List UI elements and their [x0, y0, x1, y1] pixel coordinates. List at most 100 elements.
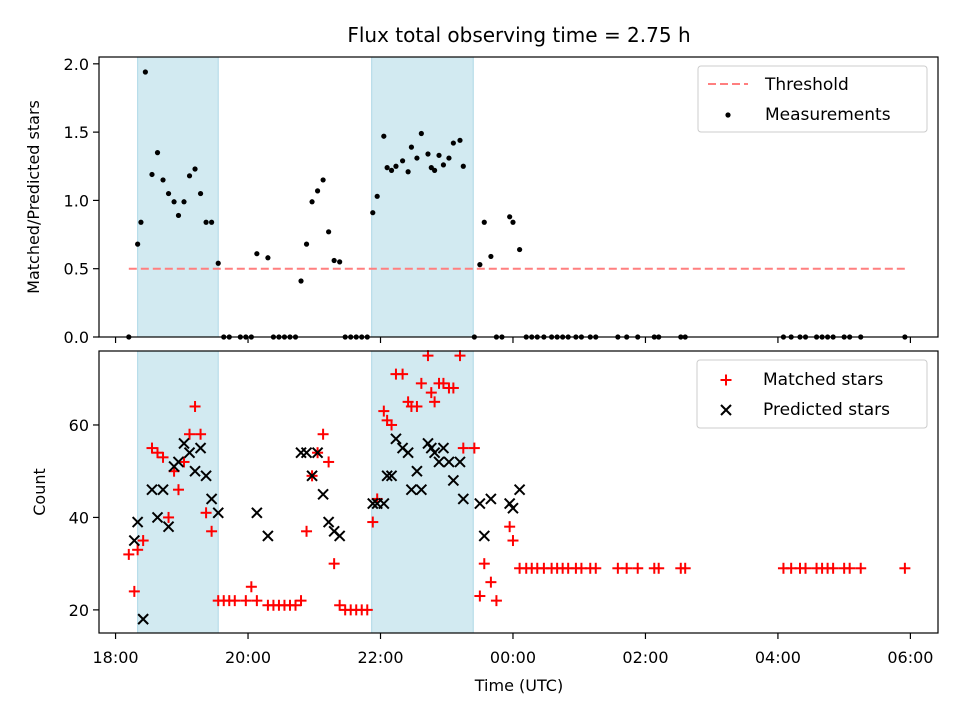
- top-y-tick-label: 0.5: [64, 260, 89, 279]
- measurement-point: [418, 130, 424, 137]
- matched-star-point: [317, 428, 329, 440]
- matched-star-point: [200, 507, 212, 519]
- matched-star-point: [415, 377, 427, 389]
- measurement-point: [510, 219, 516, 225]
- top-shaded-interval: [137, 56, 219, 338]
- measurement-point: [171, 199, 177, 205]
- predicted-star-point: [128, 534, 141, 547]
- top-y-tick-label: 2.0: [64, 55, 89, 74]
- predicted-star-point: [200, 470, 212, 482]
- predicted-star-point: [251, 507, 263, 519]
- measurement-point: [175, 212, 182, 219]
- matched-star-point: [178, 456, 190, 468]
- measurement-point: [488, 253, 494, 260]
- top-y-tick-label: 1.0: [64, 191, 89, 210]
- matched-star-point: [507, 535, 519, 547]
- matched-star-point: [137, 535, 149, 547]
- predicted-star-point: [172, 456, 185, 468]
- measurement-point: [414, 155, 420, 161]
- matched-star-point: [361, 604, 373, 616]
- measurement-point: [314, 188, 321, 194]
- top-y-tick-label: 1.5: [64, 123, 89, 142]
- measurement-point: [181, 199, 187, 205]
- matched-star-point: [157, 451, 169, 463]
- legend-matched-label: Matched stars: [763, 370, 883, 390]
- predicted-star-point: [367, 497, 379, 510]
- bottom-y-tick-label: 40: [69, 508, 89, 527]
- matched-star-point: [457, 442, 469, 454]
- predicted-star-point: [513, 483, 526, 496]
- x-tick-label: 04:00: [755, 648, 801, 667]
- matched-star-point: [301, 525, 313, 537]
- matched-star-point: [855, 562, 867, 574]
- matched-star-point: [827, 562, 839, 574]
- predicted-star-point: [212, 507, 224, 519]
- measurement-point: [432, 167, 438, 173]
- measurement-point: [160, 177, 166, 183]
- measurement-point: [331, 257, 337, 264]
- measurement-point: [320, 177, 326, 183]
- x-tick-label: 22:00: [357, 648, 403, 667]
- legend-threshold-label: Threshold: [764, 75, 849, 95]
- measurement-point: [399, 158, 406, 164]
- measurement-point: [142, 69, 148, 75]
- predicted-star-point: [333, 530, 346, 542]
- measurement-point: [408, 144, 415, 150]
- matched-star-point: [323, 456, 335, 468]
- measurement-point: [405, 169, 411, 175]
- matched-star-point: [328, 558, 340, 570]
- predicted-star-point: [262, 530, 274, 542]
- measurement-point: [481, 219, 487, 225]
- matched-star-point: [378, 405, 390, 417]
- measurement-point: [298, 278, 304, 284]
- predicted-star-point: [311, 446, 324, 459]
- matched-star-point: [422, 350, 434, 362]
- matched-star-point: [152, 447, 164, 459]
- predicted-star-point: [381, 470, 393, 482]
- measurement-point: [507, 214, 513, 220]
- x-tick-label: 00:00: [490, 648, 536, 667]
- measurement-point: [370, 210, 376, 216]
- predicted-star-point: [157, 483, 169, 496]
- matched-star-point: [679, 562, 691, 574]
- legend-predicted-marker: [720, 404, 732, 416]
- measurement-point: [165, 190, 172, 197]
- x-axis-label: Time (UTC): [474, 676, 563, 695]
- matched-star-point: [468, 442, 480, 454]
- predicted-star-point: [433, 456, 445, 468]
- matched-star-point: [290, 599, 302, 611]
- matched-star-point: [132, 544, 144, 556]
- top-y-axis-label: Matched/Predicted stars: [24, 100, 43, 294]
- measurement-point: [303, 241, 310, 247]
- measurement-point: [446, 155, 452, 161]
- predicted-star-point: [151, 511, 164, 524]
- measurement-point: [450, 140, 456, 146]
- predicted-star-point: [402, 446, 414, 459]
- predicted-star-point: [322, 516, 335, 528]
- measurement-point: [440, 162, 447, 168]
- predicted-star-point: [131, 516, 144, 528]
- top-legend: Threshold Measurements: [697, 65, 928, 133]
- x-tick-label: 02:00: [622, 648, 668, 667]
- predicted-star-point: [183, 446, 196, 459]
- matched-star-point: [800, 562, 812, 574]
- predicted-star-point: [137, 613, 149, 625]
- predicted-star-point: [507, 502, 519, 514]
- predicted-star-point: [205, 493, 218, 505]
- matched-star-point: [454, 350, 466, 362]
- legend-predicted-label: Predicted stars: [763, 400, 890, 420]
- measurement-point: [460, 163, 466, 169]
- matched-star-point: [240, 595, 252, 607]
- matched-star-point: [653, 562, 665, 574]
- x-tick-label: 06:00: [887, 648, 933, 667]
- measurement-point: [309, 199, 315, 205]
- matched-star-point: [590, 562, 602, 574]
- matched-star-point: [425, 387, 437, 399]
- chart-title: Flux total observing time = 2.75 h: [347, 23, 690, 47]
- matched-star-point: [367, 516, 379, 528]
- predicted-star-point: [485, 493, 497, 505]
- matched-star-point: [397, 368, 409, 380]
- top-shaded-interval: [371, 56, 474, 338]
- predicted-star-point: [478, 530, 490, 542]
- predicted-star-point: [189, 465, 201, 477]
